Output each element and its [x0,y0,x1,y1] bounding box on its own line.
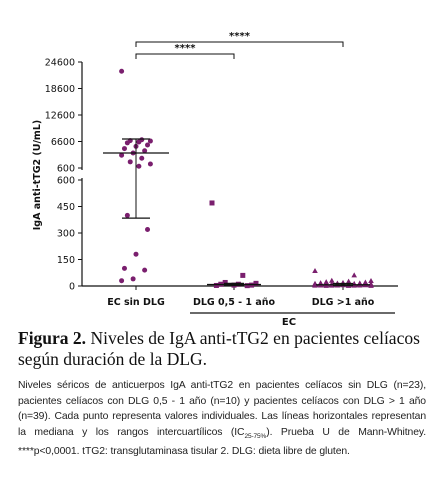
data-point [145,142,151,148]
caption-label: Figura 2. [18,328,87,348]
significance-bracket [135,53,235,59]
note-sub: 25-75% [244,432,267,440]
significance-label: **** [229,31,251,42]
data-point [142,267,148,273]
data-point [329,277,335,283]
data-point [345,278,352,284]
data-point [130,276,136,282]
data-point [121,146,127,152]
y-tick-label: 0 [69,282,75,293]
caption-notes: Niveles séricos de anticuerpos IgA anti-… [18,378,426,460]
group-label: EC [282,317,296,328]
y-tick-label: 12600 [45,111,75,122]
y-tick-label: 6600 [51,137,75,148]
data-point [145,226,151,232]
data-point [121,265,127,271]
data-point [119,278,125,284]
data-point [244,283,250,289]
significance-bracket [135,41,344,47]
data-point [209,200,215,206]
y-tick-label: 600 [57,164,75,175]
data-point [133,251,139,257]
data-point [368,278,374,284]
data-point [147,161,153,167]
note: Niveles séricos de anticuerpos IgA anti-… [18,380,426,438]
y-tick-label: 450 [57,202,75,213]
chart: IgA anti-tTG2 (U/mL) EC 0 150 300 450 600600… [32,31,398,328]
y-tick-label: 24600 [45,58,75,69]
data-point [142,148,148,154]
y-tick-label: 18600 [45,84,75,95]
data-point [136,139,142,145]
data-point [368,282,374,288]
x-tick-label: DLG 0,5 - 1 año [193,297,276,308]
data-point [139,155,145,161]
data-point [253,280,259,286]
significance-label: **** [175,43,197,54]
data-point [119,152,125,158]
caption-title-text: Niveles de IgA anti-tTG2 en pacientes ce… [18,328,420,369]
data-point [222,279,228,285]
data-point [124,140,130,146]
data-point [351,272,357,278]
data-point [312,282,318,288]
data-point [240,272,246,278]
data-point [127,159,133,165]
y-axis-label: IgA anti-tTG2 (U/mL) [32,120,43,230]
caption: Figura 2. Niveles de IgA anti-tTG2 en pa… [18,328,426,460]
y-tick-label: 150 [57,255,75,266]
data-point [124,212,130,218]
note: ). Prueba U de Mann-Whitney. ****p<0,000… [18,426,427,458]
data-point [119,68,125,74]
data-point [312,267,318,273]
y-tick-label: 600 [57,176,75,187]
data-point [147,138,153,144]
x-tick-label: EC sin DLG [107,297,165,308]
data-point [136,163,142,169]
x-tick-label: DLG >1 año [312,297,375,308]
y-tick-label: 300 [57,229,75,240]
caption-title: Figura 2. Niveles de IgA anti-tTG2 en pa… [18,328,426,370]
data-point [213,282,219,288]
